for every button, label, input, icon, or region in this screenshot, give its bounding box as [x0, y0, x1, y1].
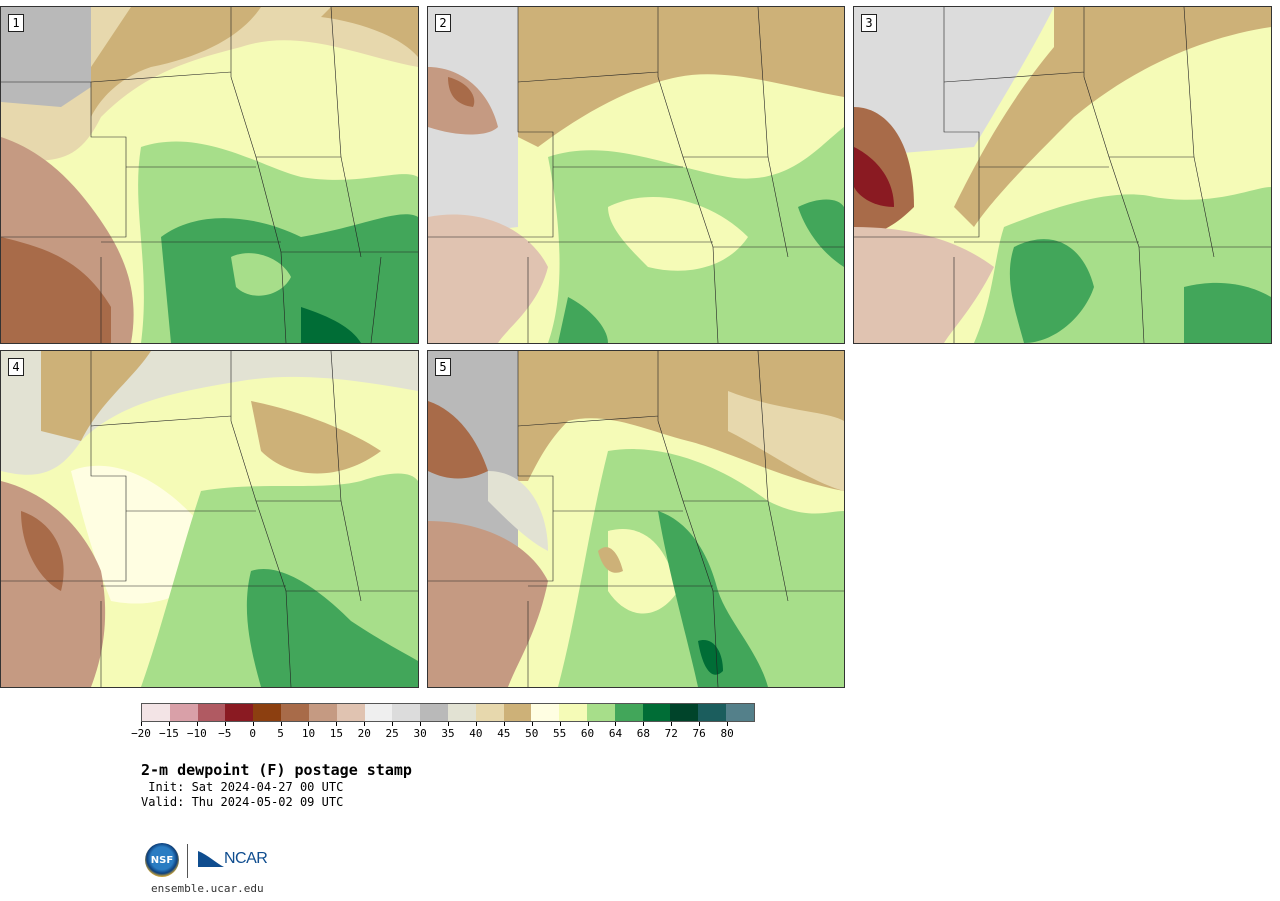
colorbar-tick-label: 15 [329, 727, 343, 740]
init-time: Init: Sat 2024-04-27 00 UTC [141, 780, 344, 794]
map-panel-3: 3 [853, 6, 1272, 344]
dewpoint-map-2 [428, 7, 844, 343]
panel-number-label: 2 [435, 14, 451, 32]
colorbar-tick-mark [336, 722, 338, 726]
colorbar-tick-label: 72 [664, 727, 678, 740]
colorbar-swatch [614, 704, 643, 721]
colorbar-tick-label: 5 [277, 727, 284, 740]
dewpoint-colorbar [141, 703, 755, 722]
colorbar-tick-mark [699, 722, 701, 726]
dewpoint-map-4 [1, 351, 418, 687]
colorbar-swatch [308, 704, 337, 721]
colorbar-tick-label: 20 [357, 727, 371, 740]
panel-number-label: 4 [8, 358, 24, 376]
colorbar-tick-label: 0 [249, 727, 256, 740]
colorbar-swatch [503, 704, 532, 721]
map-panel-4: 4 [0, 350, 419, 688]
colorbar-tick-mark [643, 722, 645, 726]
colorbar-tick-mark [475, 722, 477, 726]
colorbar-tick-label: 30 [413, 727, 427, 740]
colorbar-tick-label: 40 [469, 727, 483, 740]
colorbar-tick-mark [615, 722, 617, 726]
colorbar-tick-mark [587, 722, 589, 726]
colorbar-swatch [364, 704, 393, 721]
colorbar-swatch [642, 704, 671, 721]
colorbar-tick-mark [392, 722, 394, 726]
dewpoint-map-3 [854, 7, 1271, 343]
colorbar-tick-label: 80 [720, 727, 734, 740]
colorbar-swatch [670, 704, 699, 721]
ncar-logo-icon [198, 851, 224, 867]
colorbar-tick-label: −5 [218, 727, 232, 740]
colorbar-tick-label: 50 [525, 727, 539, 740]
colorbar-swatch [475, 704, 504, 721]
colorbar-tick-mark [559, 722, 561, 726]
ncar-logo-text: NCAR [224, 850, 268, 867]
colorbar-tick-label: −10 [186, 727, 207, 740]
colorbar-tick-label: 64 [608, 727, 623, 740]
colorbar-swatch [726, 704, 754, 721]
colorbar-tick-label: 76 [692, 727, 706, 740]
colorbar-tick-mark [252, 722, 254, 726]
colorbar-tick-label: −20 [131, 727, 151, 740]
valid-time: Valid: Thu 2024-05-02 09 UTC [141, 795, 344, 809]
colorbar-tick-mark [224, 722, 226, 726]
colorbar-swatch [281, 704, 309, 721]
colorbar-swatch [197, 704, 226, 721]
colorbar-swatch [698, 704, 727, 721]
colorbar-swatch [253, 704, 282, 721]
colorbar-tick-mark [168, 722, 170, 726]
colorbar-tick-label: 45 [497, 727, 511, 740]
panel-number-label: 5 [435, 358, 451, 376]
colorbar-swatch [336, 704, 365, 721]
chart-title: 2-m dewpoint (F) postage stamp [141, 761, 412, 779]
colorbar-tick-labels: −20 −15 −10 −5 0 5 10 15 20 25 30 35 40 45 50 55 60 64 68 7… [131, 727, 755, 741]
panel-number-label: 1 [8, 14, 24, 32]
colorbar-swatch [531, 704, 560, 721]
colorbar-tick-mark [531, 722, 533, 726]
nsf-logo: NSF [145, 843, 179, 877]
colorbar-tick-mark [727, 722, 729, 726]
dewpoint-map-5 [428, 351, 844, 687]
colorbar-tick-label: 10 [301, 727, 316, 740]
colorbar-tick-mark [364, 722, 366, 726]
colorbar-swatch [559, 704, 587, 721]
colorbar-swatch [447, 704, 476, 721]
colorbar-swatch [420, 704, 448, 721]
colorbar-swatch [392, 704, 421, 721]
colorbar-tick-mark [420, 722, 422, 726]
colorbar-tick-mark [448, 722, 449, 726]
colorbar-swatch [587, 704, 615, 721]
logo-divider [187, 844, 188, 878]
panel-number-label: 3 [861, 14, 877, 32]
colorbar-tick-mark [141, 722, 142, 726]
colorbar-tick-label: −15 [158, 727, 179, 740]
colorbar-swatch [225, 704, 254, 721]
colorbar-tick-label: 60 [580, 727, 595, 740]
colorbar-tick-label: 55 [553, 727, 567, 740]
nsf-logo-text: NSF [150, 854, 174, 866]
colorbar-tick-label: 25 [385, 727, 399, 740]
colorbar-tick-mark [503, 722, 505, 726]
dewpoint-map-1 [1, 7, 418, 343]
map-panel-1: 1 [0, 6, 419, 344]
colorbar-tick-label: 68 [636, 727, 650, 740]
colorbar-swatch [169, 704, 198, 721]
colorbar-swatch [142, 704, 170, 721]
colorbar-tick-mark [196, 722, 198, 726]
colorbar-tick-label: 35 [441, 727, 455, 740]
map-panel-5: 5 [427, 350, 845, 688]
colorbar-tick-mark [280, 722, 282, 726]
map-panel-2: 2 [427, 6, 845, 344]
colorbar-tick-mark [671, 722, 673, 726]
colorbar-tick-mark [308, 722, 310, 726]
website-url[interactable]: ensemble.ucar.edu [151, 882, 264, 895]
